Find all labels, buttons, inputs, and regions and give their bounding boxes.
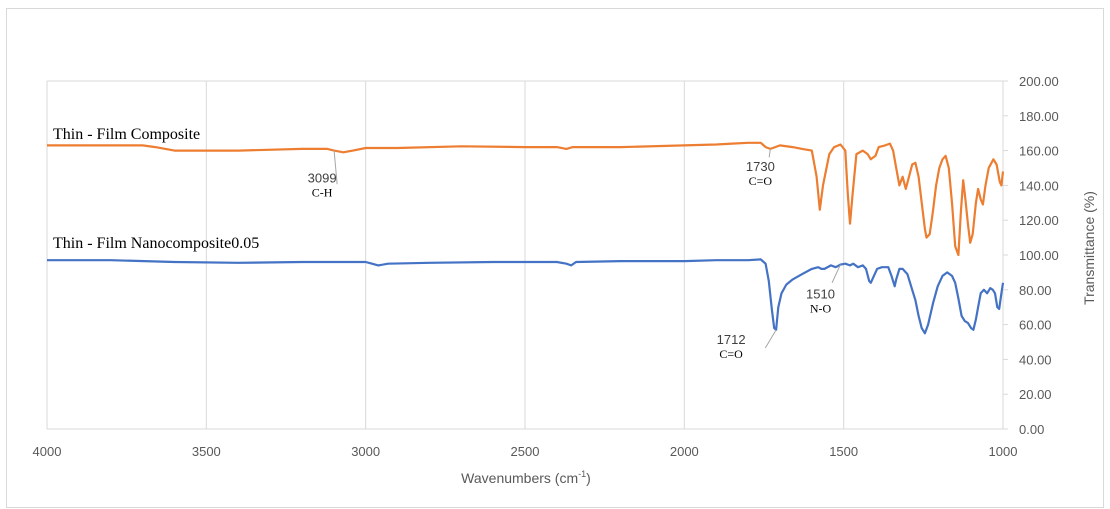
annotation-value-1730: 1730 [746,159,775,174]
x-tick-label: 3500 [192,444,221,459]
x-tick-label: 2500 [511,444,540,459]
annotation-value-1712: 1712 [717,332,746,347]
series-label-nanocomposite: Thin - Film Nanocomposite0.05 [53,235,259,252]
x-tick-label: 4000 [33,444,62,459]
annotation-leader-1510 [831,264,841,283]
annotation-leader-3099 [333,150,338,185]
y-tick-label: 180.00 [1019,109,1059,124]
chart-frame [6,8,1104,508]
y-tick-label: 100.00 [1019,248,1059,263]
annotation-group-1712: C=O [719,347,743,361]
series-label-composite: Thin - Film Composite [53,126,200,143]
series-line-0 [47,141,1005,257]
grid-layer [46,80,1004,429]
y-tick-label: 60.00 [1019,318,1052,333]
x-tick-label: 3000 [351,444,380,459]
series-line-1 [47,258,1005,335]
y-tick-label: 200.00 [1019,74,1059,89]
series-layer [47,141,1005,335]
y-tick-label: 80.00 [1019,283,1052,298]
x-tick-label: 2000 [670,444,699,459]
annotation-value-1510: 1510 [806,287,835,302]
y-tick-label: 160.00 [1019,144,1059,159]
annotation-group-1510: N-O [810,302,832,316]
x-tick-label: 1000 [989,444,1018,459]
annotation-leader-1730 [768,148,771,158]
annotation-leader-1712 [764,329,777,349]
y-tick-label: 40.00 [1019,352,1052,367]
y-axis-title: Transmittance (%) [1081,191,1097,305]
y-tick-label: 140.00 [1019,178,1059,193]
annotation-group-1730: C=O [749,174,773,188]
annotation-value-3099: 3099 [308,171,337,186]
y-tick-label: 20.00 [1019,387,1052,402]
x-axis-title: Wavenumbers (cm-1) [461,469,591,486]
annotation-group-3099: C-H [312,186,333,200]
y-tick-label: 120.00 [1019,213,1059,228]
y-tick-label: 0.00 [1019,422,1044,437]
x-tick-label: 1500 [829,444,858,459]
